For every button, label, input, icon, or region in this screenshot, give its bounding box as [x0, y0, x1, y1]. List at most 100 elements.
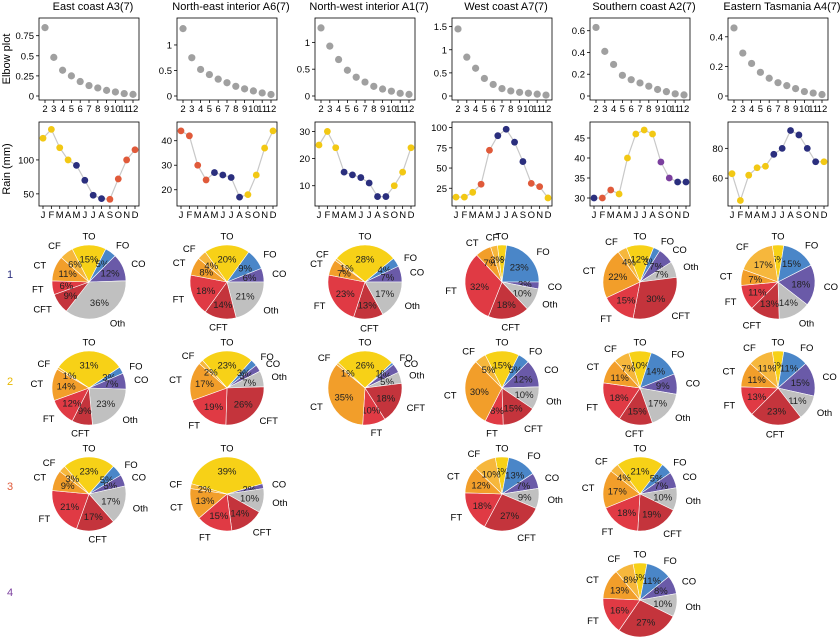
rain-xtick-label: J — [82, 210, 87, 221]
pie-category-label: FT — [445, 286, 457, 297]
elbow-ytick-label: 0.6 — [572, 26, 585, 37]
pie-pct-label: 30% — [470, 387, 490, 398]
rain-ytick-label: 20 — [299, 154, 310, 165]
pie-category-label: CO — [404, 359, 418, 370]
elbow-frame — [314, 17, 416, 101]
pie-category-label: CT — [466, 238, 479, 249]
row-labels: Elbow plot Rain (mm) — [1, 34, 13, 195]
rain-point — [382, 193, 390, 200]
elbow-ytick-label: 1 — [305, 38, 310, 49]
elbow-point — [267, 90, 275, 99]
pie-pct-label: 20% — [217, 255, 237, 266]
pie-category-label: CFT — [71, 429, 90, 440]
pie-pct-label: 27% — [636, 618, 656, 629]
rain-ytick-label: 30 — [299, 127, 310, 138]
elbow-point — [370, 82, 378, 90]
elbow-xtick-label: 5 — [69, 104, 74, 115]
pie-slice — [614, 352, 641, 389]
elbow-xtick-label: 7 — [637, 104, 642, 115]
pie-category-label: CO — [686, 379, 700, 390]
pie-category-label: CO — [545, 473, 559, 484]
pie-pct-label: 13% — [610, 585, 630, 596]
pie-slice — [327, 363, 366, 426]
rain-xtick-label: F — [461, 210, 467, 221]
rain-xtick-label: J — [367, 210, 372, 221]
elbow-xtick-label: 10 — [799, 104, 810, 115]
rain-xtick-label: D — [683, 210, 690, 221]
elbow-point — [188, 54, 196, 62]
rain-line — [42, 128, 136, 200]
rain-xtick-label: A — [98, 210, 105, 221]
pie-pct-label: 17% — [754, 260, 774, 271]
elbow-xtick-label: 12 — [266, 104, 277, 115]
rain-xtick-label: N — [261, 210, 268, 221]
rain-point — [89, 191, 97, 199]
pie-category-label: CO — [266, 359, 280, 370]
elbow-point — [317, 24, 325, 32]
elbow-xtick-label: 3 — [189, 104, 194, 115]
elbow-xtick-label: 9 — [380, 104, 385, 115]
rain-xtick-label: S — [520, 210, 526, 221]
pie-slice — [65, 280, 127, 320]
pie-category-label: TO — [633, 338, 646, 349]
elbow-point — [223, 79, 231, 87]
panel-title: North-east interior A6(7) — [172, 1, 289, 13]
pie-slice — [198, 359, 228, 389]
rain-point — [624, 154, 631, 162]
elbow-xtick-label: 6 — [354, 104, 359, 115]
elbow-point — [645, 82, 653, 90]
pie-category-label: CF — [37, 359, 50, 370]
pie-category-label: FT — [371, 428, 383, 439]
rain-point — [244, 191, 252, 199]
elbow-xtick-label: 7 — [86, 104, 91, 115]
pie-pct-label: 18% — [617, 508, 637, 519]
pie-category-label: CFT — [88, 535, 107, 546]
pie-pct-label: 11% — [788, 396, 807, 407]
pie-category-label: TO — [220, 338, 233, 349]
pie-pct-label: 4% — [204, 261, 218, 272]
pie-category-label: CO — [134, 375, 148, 386]
pie-pct-label: 10% — [482, 469, 502, 480]
pie-pct-label: 3% — [644, 257, 658, 268]
pie-category-label: FO — [404, 253, 417, 264]
pie-pct-label: 6% — [59, 281, 73, 292]
rain-line — [456, 128, 549, 199]
rain-point — [640, 126, 648, 134]
rain-point — [47, 125, 55, 133]
elbow-ytick-label: 0.25 — [16, 71, 35, 82]
panel-1: East coast A3(7)00.250.50.752 3 4 5 6 7 8 9 1011… — [16, 1, 149, 546]
pie-category-label: CFT — [625, 429, 644, 440]
rain-point — [252, 171, 260, 179]
pie-pct-label: 9% — [238, 263, 252, 274]
elbow-point — [352, 73, 360, 81]
rain-xtick-label: O — [391, 210, 398, 221]
pie-category-label: FO — [529, 346, 542, 357]
pie-category-label: CT — [582, 483, 595, 494]
elbow-point — [636, 79, 644, 87]
rain-point — [98, 195, 105, 203]
pie-category-label: CFT — [766, 429, 785, 440]
elbow-xtick-label: 4 — [611, 104, 616, 115]
elbow-point — [463, 53, 471, 61]
elbow-point — [739, 49, 747, 57]
pie-category-label: Oth — [409, 371, 424, 382]
pie-cluster-3: 39% TO 2% CO 10% Oth 14%CFT 15% FT 13% CT 2% CF — [169, 444, 287, 544]
pie-slice — [51, 490, 90, 530]
rain-point — [261, 144, 269, 152]
pie-category-label: TO — [358, 232, 371, 243]
rain-ytick-label: 25 — [436, 184, 447, 195]
elbow-point — [120, 89, 128, 98]
pie-pct-label: 11% — [59, 269, 78, 280]
pie-pct-label: 21% — [630, 467, 650, 478]
pie-category-label: CFT — [524, 424, 543, 435]
rain-point — [682, 178, 690, 186]
pie-pct-label: 5% — [650, 474, 664, 485]
rain-xtick-label: S — [245, 210, 251, 221]
pie-pct-label: 4% — [617, 473, 631, 484]
pie-pct-label: 18% — [376, 393, 396, 404]
pie-category-label: CFT — [501, 323, 520, 334]
rain-point — [820, 158, 828, 166]
panel-title: West coast A7(7) — [464, 1, 548, 13]
